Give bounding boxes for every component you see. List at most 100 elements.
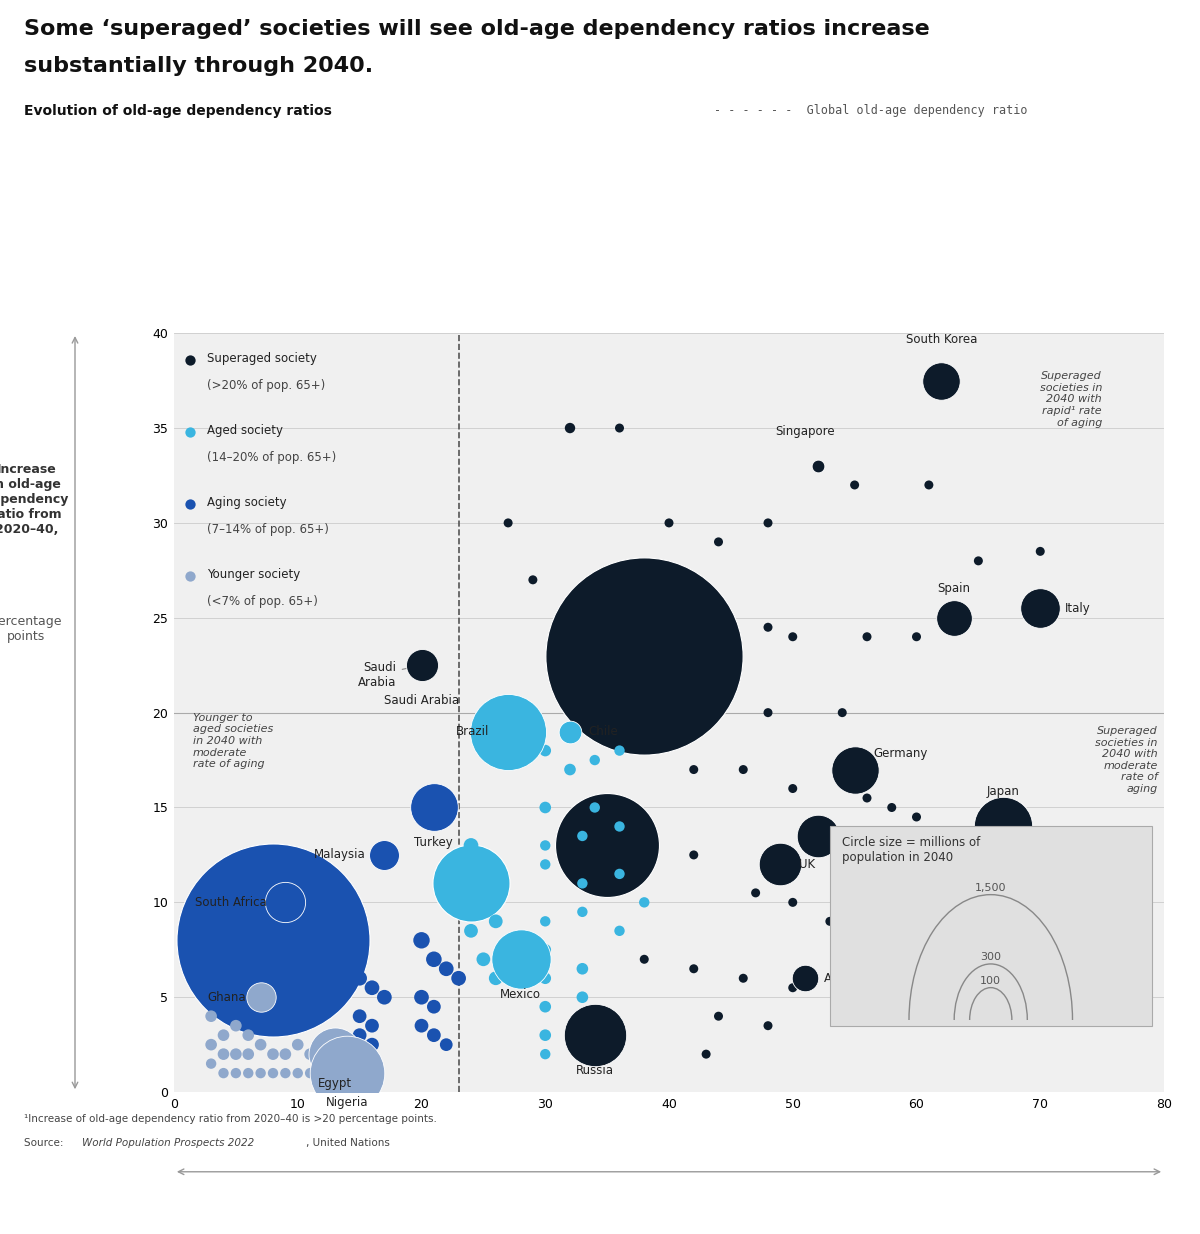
- Point: [907, 807, 926, 827]
- Point: [535, 912, 554, 932]
- FancyBboxPatch shape: [830, 827, 1152, 1025]
- Point: [425, 797, 444, 817]
- Point: [572, 902, 592, 922]
- Point: [362, 1016, 382, 1035]
- Point: [610, 817, 629, 837]
- Point: [709, 532, 728, 552]
- Point: [709, 703, 728, 723]
- Point: [610, 740, 629, 760]
- Text: Singapore: Singapore: [775, 424, 835, 438]
- Point: [412, 1016, 431, 1035]
- Point: [461, 835, 480, 855]
- Point: [276, 892, 295, 912]
- Point: [857, 921, 876, 940]
- Point: [610, 921, 629, 940]
- Point: [350, 1025, 370, 1045]
- Point: [425, 997, 444, 1017]
- Point: [180, 494, 199, 513]
- Text: Superaged
societies in
2040 with
rapid¹ rate
of aging: Superaged societies in 2040 with rapid¹ …: [1039, 371, 1102, 427]
- Text: Saudi
Arabia: Saudi Arabia: [359, 660, 419, 689]
- Text: Increase
in old-age
dependency
ratio from
2020–40,: Increase in old-age dependency ratio fro…: [0, 463, 70, 537]
- Point: [474, 949, 493, 969]
- Point: [635, 854, 654, 874]
- Point: [808, 457, 827, 476]
- Point: [239, 1025, 258, 1045]
- Point: [845, 475, 864, 495]
- Text: Russia: Russia: [576, 1064, 613, 1076]
- Point: [733, 760, 752, 780]
- Point: [833, 703, 852, 723]
- Point: [882, 797, 901, 817]
- Point: [214, 1025, 233, 1045]
- Point: [202, 1054, 221, 1074]
- Point: [498, 513, 517, 533]
- Point: [808, 826, 827, 845]
- Text: Spain: Spain: [937, 582, 970, 595]
- Text: France: France: [836, 829, 875, 843]
- Point: [202, 1007, 221, 1027]
- Point: [758, 703, 778, 723]
- Text: Some ‘superaged’ societies will see old-age dependency ratios increase: Some ‘superaged’ societies will see old-…: [24, 19, 930, 38]
- Text: substantially through 2040.: substantially through 2040.: [24, 56, 373, 75]
- Point: [535, 940, 554, 960]
- Point: [202, 1035, 221, 1055]
- Point: [313, 1064, 332, 1083]
- Text: South Africa: South Africa: [196, 896, 266, 909]
- Text: (14–20% of pop. 65+): (14–20% of pop. 65+): [208, 450, 337, 464]
- Point: [758, 617, 778, 637]
- Text: ¹Increase of old-age dependency ratio from 2020–40 is >20 percentage points.: ¹Increase of old-age dependency ratio fr…: [24, 1114, 437, 1124]
- Text: Superaged society: Superaged society: [208, 352, 317, 365]
- Point: [300, 1064, 319, 1083]
- Text: Source:: Source:: [24, 1138, 67, 1148]
- Point: [239, 1064, 258, 1083]
- Point: [572, 1035, 592, 1055]
- Text: - - - - - -  Global old-age dependency ratio: - - - - - - Global old-age dependency ra…: [714, 104, 1027, 117]
- Point: [325, 1044, 344, 1064]
- Text: Egypt: Egypt: [318, 1077, 352, 1090]
- Point: [412, 930, 431, 950]
- Point: [227, 1064, 246, 1083]
- Text: Saudi Arabia: Saudi Arabia: [384, 694, 460, 707]
- Point: [288, 1064, 307, 1083]
- Point: [598, 835, 617, 855]
- Point: [709, 1007, 728, 1027]
- Point: [362, 1035, 382, 1055]
- Point: [374, 845, 394, 865]
- Point: [486, 912, 505, 932]
- Point: [696, 1044, 715, 1064]
- Point: [474, 892, 493, 912]
- Text: (>20% of pop. 65+): (>20% of pop. 65+): [208, 379, 325, 391]
- Point: [461, 921, 480, 940]
- Text: Italy: Italy: [1066, 602, 1091, 615]
- Point: [535, 835, 554, 855]
- Point: [449, 969, 468, 988]
- Point: [474, 854, 493, 874]
- Point: [486, 969, 505, 988]
- Point: [300, 1044, 319, 1064]
- Point: [227, 1016, 246, 1035]
- Point: [610, 418, 629, 438]
- Point: [251, 1035, 270, 1055]
- Point: [572, 987, 592, 1007]
- Point: [276, 1064, 295, 1083]
- Point: [994, 817, 1013, 837]
- Point: [796, 969, 815, 988]
- Point: [264, 1044, 283, 1064]
- Point: [313, 1044, 332, 1064]
- Text: Younger to
aged societies
in 2040 with
moderate
rate of aging: Younger to aged societies in 2040 with m…: [192, 713, 272, 769]
- Point: [276, 1044, 295, 1064]
- Point: [412, 987, 431, 1007]
- Point: [733, 969, 752, 988]
- Text: Aged society: Aged society: [208, 424, 283, 437]
- Point: [523, 570, 542, 590]
- Point: [586, 750, 605, 770]
- Point: [746, 884, 766, 903]
- Point: [251, 1064, 270, 1083]
- Point: [264, 1064, 283, 1083]
- Point: [572, 874, 592, 893]
- Text: Superaged
societies in
2040 with
moderate
rate of
aging: Superaged societies in 2040 with moderat…: [1096, 726, 1158, 793]
- Text: South Korea: South Korea: [906, 333, 977, 347]
- Text: World Population Prospects 2022: World Population Prospects 2022: [82, 1138, 254, 1148]
- Point: [461, 874, 480, 893]
- Text: Japan: Japan: [986, 785, 1020, 798]
